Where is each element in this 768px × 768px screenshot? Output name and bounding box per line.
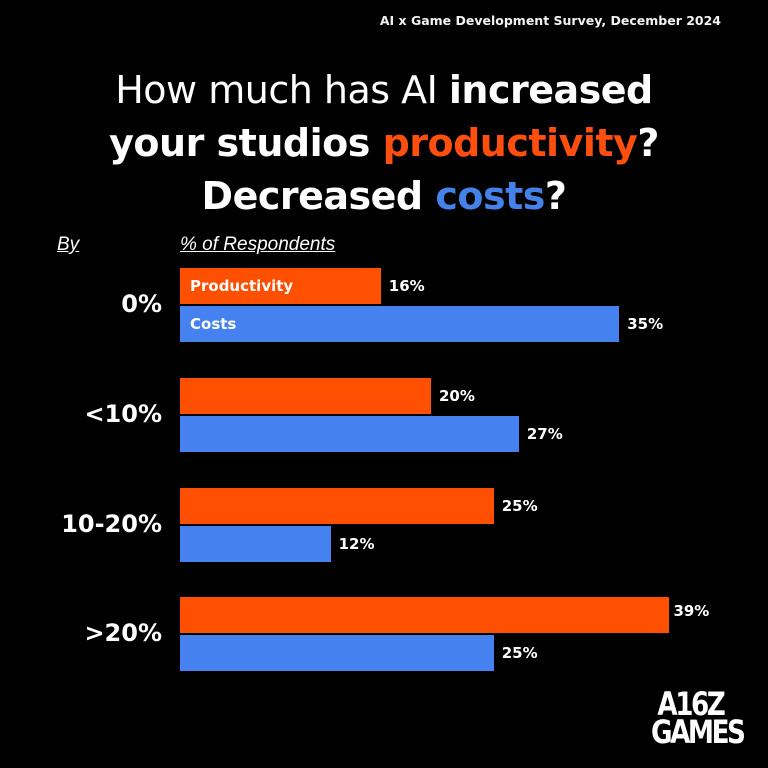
productivity-value-label: 16% [388, 277, 425, 295]
productivity-value-label: 20% [439, 387, 475, 405]
costs-value-label: 12% [338, 535, 375, 553]
productivity-bar: Productivity [180, 268, 381, 304]
title-emphasis-costs: costs [435, 174, 545, 218]
title-text: your studios [109, 121, 383, 165]
logo-line-2: GAMES [651, 713, 746, 751]
costs-bar [180, 526, 331, 562]
a16z-games-logo: A16Z GAMES [651, 685, 746, 751]
bar-group: 10-20% 25% 12% [0, 488, 768, 564]
bar-group: 0% Productivity 16% Costs 35% [0, 268, 768, 344]
productivity-bar [180, 488, 494, 524]
productivity-value-label: 25% [501, 497, 538, 515]
logo-line-1: A16Z [657, 685, 725, 723]
costs-value-label: 25% [501, 644, 538, 662]
category-label: 0% [121, 290, 162, 318]
chart-title: How much has AI increased your studios p… [0, 64, 768, 223]
productivity-series-label: Productivity [190, 277, 294, 295]
costs-value-label: 27% [526, 425, 563, 443]
y-axis-label: By [57, 234, 80, 255]
category-label: >20% [84, 619, 162, 647]
costs-bar [180, 416, 519, 452]
title-emphasis-increased: increased [448, 68, 653, 112]
productivity-bar [180, 378, 431, 414]
productivity-bar [180, 597, 670, 633]
category-label: <10% [84, 400, 162, 428]
title-line-2: your studios productivity? [0, 117, 768, 170]
x-axis-label: % of Respondents [180, 234, 336, 255]
chart-subtitle: AI x Game Development Survey, December 2… [379, 13, 721, 28]
costs-bar: Costs [180, 306, 620, 342]
title-text: How much has AI [115, 68, 449, 112]
title-question-mark: ? [544, 174, 567, 218]
category-label: 10-20% [61, 510, 162, 538]
title-line-3: Decreased costs? [0, 170, 768, 223]
costs-bar [180, 635, 494, 671]
title-question-mark: ? [637, 121, 659, 165]
title-emphasis-productivity: productivity [382, 121, 638, 165]
bar-group: >20% 39% 25% [0, 597, 768, 673]
title-text: Decreased [201, 174, 436, 218]
costs-series-label: Costs [190, 315, 237, 333]
costs-value-label: 35% [627, 315, 664, 333]
productivity-value-label: 39% [673, 602, 710, 620]
title-line-1: How much has AI increased [0, 64, 768, 117]
bar-group: <10% 20% 27% [0, 378, 768, 454]
